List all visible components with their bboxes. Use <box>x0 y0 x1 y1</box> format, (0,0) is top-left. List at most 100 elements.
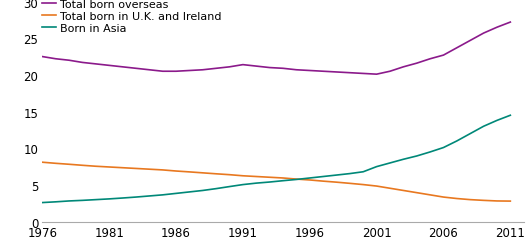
Total born in U.K. and Ireland <box>320 180 326 183</box>
Total born overseas <box>79 62 86 65</box>
Total born overseas <box>280 68 286 71</box>
Total born overseas <box>360 73 367 76</box>
Total born in U.K. and Ireland <box>120 167 126 170</box>
Total born overseas <box>106 65 112 68</box>
Total born overseas <box>307 70 313 73</box>
Total born overseas <box>93 63 99 66</box>
Total born overseas <box>146 69 152 72</box>
Total born overseas <box>253 65 259 68</box>
Total born in U.K. and Ireland <box>66 163 72 166</box>
Total born in U.K. and Ireland <box>454 197 460 200</box>
Total born in U.K. and Ireland <box>280 177 286 180</box>
Total born in U.K. and Ireland <box>333 181 340 184</box>
Total born in U.K. and Ireland <box>480 199 487 202</box>
Total born in U.K. and Ireland <box>226 173 233 176</box>
Born in Asia <box>320 175 326 178</box>
Total born in U.K. and Ireland <box>79 164 86 167</box>
Total born in U.K. and Ireland <box>199 172 206 175</box>
Born in Asia <box>307 177 313 180</box>
Total born overseas <box>199 69 206 72</box>
Total born overseas <box>173 70 179 74</box>
Born in Asia <box>39 201 45 204</box>
Born in Asia <box>146 195 152 198</box>
Total born overseas <box>226 66 233 69</box>
Total born in U.K. and Ireland <box>494 200 500 203</box>
Born in Asia <box>427 151 433 154</box>
Total born overseas <box>213 68 220 71</box>
Born in Asia <box>494 119 500 122</box>
Legend: Total born overseas, Total born in U.K. and Ireland, Born in Asia: Total born overseas, Total born in U.K. … <box>42 0 222 34</box>
Born in Asia <box>280 179 286 182</box>
Born in Asia <box>52 201 59 204</box>
Total born overseas <box>373 73 380 76</box>
Born in Asia <box>253 182 259 185</box>
Born in Asia <box>373 165 380 168</box>
Total born in U.K. and Ireland <box>240 175 246 178</box>
Born in Asia <box>226 185 233 188</box>
Total born in U.K. and Ireland <box>346 182 353 185</box>
Total born in U.K. and Ireland <box>440 196 446 199</box>
Born in Asia <box>360 171 367 174</box>
Total born in U.K. and Ireland <box>133 167 139 170</box>
Total born overseas <box>133 68 139 71</box>
Born in Asia <box>400 158 406 161</box>
Total born in U.K. and Ireland <box>387 187 393 190</box>
Total born in U.K. and Ireland <box>106 166 112 169</box>
Born in Asia <box>346 172 353 175</box>
Born in Asia <box>186 191 193 194</box>
Total born in U.K. and Ireland <box>293 178 299 181</box>
Total born in U.K. and Ireland <box>146 168 152 171</box>
Total born overseas <box>267 67 273 70</box>
Total born overseas <box>240 64 246 67</box>
Total born in U.K. and Ireland <box>186 171 193 174</box>
Total born in U.K. and Ireland <box>213 173 220 176</box>
Total born overseas <box>320 70 326 74</box>
Total born in U.K. and Ireland <box>427 194 433 197</box>
Total born in U.K. and Ireland <box>173 170 179 173</box>
Total born overseas <box>66 59 72 62</box>
Born in Asia <box>507 114 514 117</box>
Line: Born in Asia: Born in Asia <box>42 116 510 203</box>
Total born overseas <box>454 47 460 50</box>
Total born overseas <box>480 33 487 36</box>
Born in Asia <box>159 194 166 197</box>
Total born overseas <box>494 26 500 29</box>
Total born in U.K. and Ireland <box>39 161 45 164</box>
Born in Asia <box>199 189 206 192</box>
Born in Asia <box>120 197 126 200</box>
Total born overseas <box>120 66 126 69</box>
Total born overseas <box>333 71 340 74</box>
Line: Total born overseas: Total born overseas <box>42 23 510 75</box>
Born in Asia <box>133 196 139 199</box>
Total born overseas <box>346 72 353 75</box>
Total born in U.K. and Ireland <box>373 185 380 188</box>
Born in Asia <box>79 199 86 202</box>
Born in Asia <box>387 162 393 165</box>
Total born overseas <box>387 70 393 74</box>
Born in Asia <box>293 178 299 181</box>
Born in Asia <box>106 198 112 201</box>
Born in Asia <box>454 140 460 143</box>
Total born overseas <box>159 70 166 74</box>
Total born in U.K. and Ireland <box>253 175 259 178</box>
Born in Asia <box>267 181 273 184</box>
Total born overseas <box>52 58 59 61</box>
Born in Asia <box>440 146 446 149</box>
Born in Asia <box>414 155 420 158</box>
Total born in U.K. and Ireland <box>360 183 367 186</box>
Total born in U.K. and Ireland <box>414 191 420 194</box>
Born in Asia <box>240 183 246 186</box>
Born in Asia <box>173 192 179 195</box>
Line: Total born in U.K. and Ireland: Total born in U.K. and Ireland <box>42 163 510 201</box>
Total born in U.K. and Ireland <box>507 200 514 203</box>
Born in Asia <box>213 187 220 191</box>
Total born overseas <box>186 70 193 73</box>
Total born in U.K. and Ireland <box>267 176 273 179</box>
Total born overseas <box>467 40 473 43</box>
Born in Asia <box>467 133 473 136</box>
Born in Asia <box>333 174 340 177</box>
Total born in U.K. and Ireland <box>52 162 59 165</box>
Total born in U.K. and Ireland <box>159 169 166 172</box>
Total born overseas <box>440 54 446 57</box>
Total born in U.K. and Ireland <box>93 165 99 168</box>
